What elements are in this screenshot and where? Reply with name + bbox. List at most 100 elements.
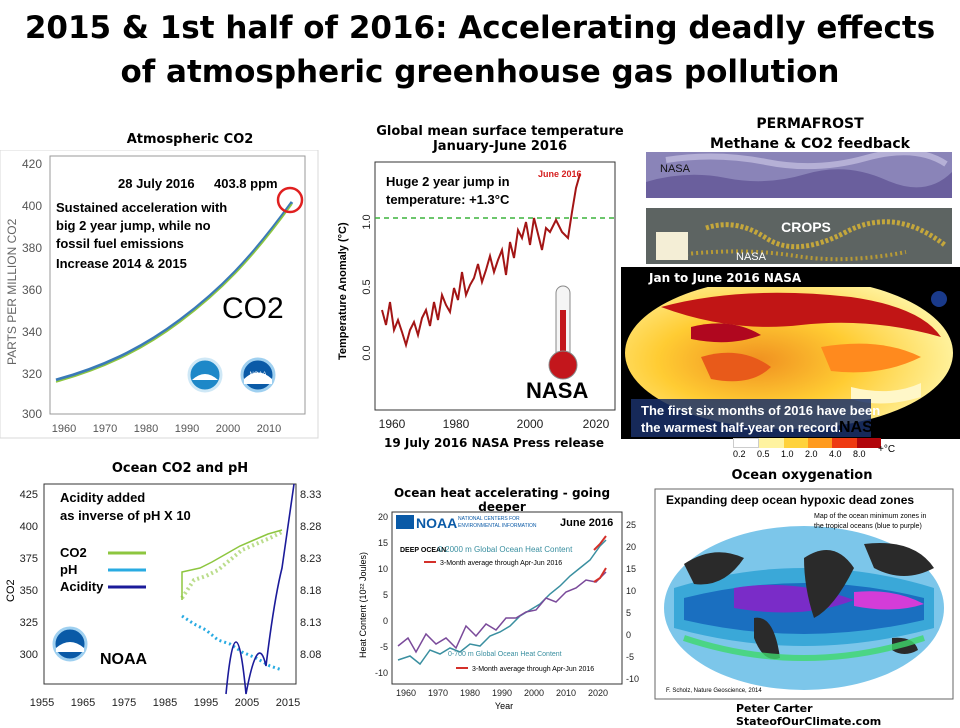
noaa-logo-icon: [396, 515, 414, 529]
heat-series1b-label: 3-Month average through Apr-Jun 2016: [440, 560, 562, 567]
permafrost-title-line2: Methane & CO2 feedback: [710, 136, 910, 152]
heat-ytick: 10: [378, 564, 388, 574]
temp-ylabel: Temperature Anomaly (°C): [337, 222, 349, 360]
ph-xtick: 1965: [71, 697, 95, 709]
heat-ytick-right: 20: [626, 542, 636, 552]
temp-xtick: 1960: [379, 417, 406, 431]
acidity-series: [225, 483, 295, 695]
ph-right-ytick: 8.28: [300, 521, 321, 533]
scale-swatch: [783, 438, 808, 448]
ph-right-ytick: 8.08: [300, 649, 321, 661]
permafrost-map: NASA: [646, 152, 952, 198]
co2-ytick: 380: [22, 241, 42, 255]
page-title: 2015 & 1st half of 2016: Accelerating de…: [0, 6, 960, 94]
co2-chart: 420 400 380 360 340 320 300 1960 1970 19…: [0, 150, 319, 439]
temp-xtick: 2000: [517, 417, 544, 431]
crops-title: CROPS: [781, 219, 831, 235]
heat-ytick-right: 15: [626, 564, 636, 574]
heat-xtick: 1980: [460, 688, 480, 698]
heat-series2-label: 0-700 m Global Ocean Heat Content: [448, 651, 562, 658]
co2-series-line: [55, 201, 294, 382]
scale-label: 2.0: [805, 449, 818, 459]
ph-right-ytick: 8.23: [300, 553, 321, 565]
co2-xtick: 1990: [175, 423, 199, 435]
co2-ppm: 403.8 ppm: [214, 176, 278, 191]
heat-series1-label: 0-2000 m Global Ocean Heat Content: [438, 545, 573, 554]
co2-ytick: 340: [22, 325, 42, 339]
map-nasa: NASA: [839, 419, 885, 436]
heat-ytick-right: 5: [626, 608, 631, 618]
temp-note-line: temperature: +1.3°C: [386, 192, 510, 207]
scale-label: 0.5: [757, 449, 770, 459]
heat-0-700-series: [397, 571, 607, 654]
noaa-logo-text: NOAA: [249, 372, 266, 378]
heat-ytick: 20: [378, 512, 388, 522]
heat-ytick-right: -5: [626, 652, 634, 662]
heat-ytick-right: 10: [626, 586, 636, 596]
ocean-ph-chart: 425 400 375 350 325 300 8.33 8.28 8.23 8…: [5, 483, 321, 709]
noaa-logo-1: [187, 357, 223, 393]
heat-3mo-line-2: [593, 567, 607, 583]
temp-panel-label: Global mean surface temperature January-…: [360, 124, 640, 154]
heat-series2b-label: 3-Month average through Apr-Jun 2016: [472, 666, 594, 673]
co2-ytick: 320: [22, 367, 42, 381]
co2-note-line: Sustained acceleration with: [56, 200, 227, 215]
ph-xtick: 1995: [194, 697, 218, 709]
ph-left-ytick: 375: [20, 553, 38, 565]
co2-xtick: 1970: [93, 423, 117, 435]
ph-left-ytick: 300: [20, 649, 38, 661]
ocean-ph-label: Ocean CO2 and pH: [111, 461, 249, 476]
co2-xtick: 2010: [257, 423, 281, 435]
heat-noaa-line2: ENVIRONMENTAL INFORMATION: [458, 523, 537, 529]
co2-note-line: fossil fuel emissions: [56, 236, 184, 251]
title-line-2: of atmospheric greenhouse gas pollution: [120, 54, 840, 90]
crops-map: CROPS NASA: [646, 208, 952, 264]
temp-chart: 1.0 0.5 0.0 Temperature Anomaly (°C) 196…: [337, 161, 616, 431]
permafrost-nasa: NASA: [660, 163, 691, 175]
heat-ytick-right: -10: [626, 674, 639, 684]
temp-footer: 19 July 2016 NASA Press release: [384, 436, 605, 450]
co2-big-label: CO2: [222, 292, 284, 325]
co2-ytick: 300: [22, 407, 42, 421]
temp-agency: NASA: [526, 378, 588, 403]
scale-label: 8.0: [853, 449, 866, 459]
co2-highlight-circle: [276, 186, 304, 214]
temp-xtick: 1980: [443, 417, 470, 431]
heat-noaa: NOAA: [416, 515, 457, 531]
heat-noaa-line1: NATIONAL CENTERS FOR: [458, 516, 520, 522]
temp-ytick: 1.0: [361, 214, 373, 229]
temp-label-line1: Global mean surface temperature: [376, 124, 624, 139]
map-caption-line2: the warmest half-year on record.: [641, 420, 842, 435]
ph-xtick: 1985: [153, 697, 177, 709]
co2-xtick: 2000: [216, 423, 240, 435]
co2-series-trend: [55, 203, 293, 383]
temp-note-line: Huge 2 year jump in: [386, 174, 510, 189]
heat-ytick: 15: [378, 538, 388, 548]
ph-note-line1: Acidity added: [60, 490, 145, 505]
ocean-heat-label: Ocean heat accelerating - going deeper: [393, 486, 611, 514]
co2-xtick: 1960: [52, 423, 76, 435]
heat-june: June 2016: [560, 517, 613, 529]
temp-ytick: 0.5: [361, 279, 373, 294]
heat-xlabel: Year: [495, 701, 513, 711]
legend-acidity: Acidity: [60, 579, 104, 594]
temp-label-line2: January-June 2016: [432, 139, 568, 154]
permafrost-title-line1: PERMAFROST: [756, 116, 864, 132]
heat-ytick: -10: [375, 668, 388, 678]
oxygen-note-line1: Map of the ocean minimum zones in: [814, 513, 927, 520]
footer-credit: Peter Carter StateofOurClimate.com: [736, 702, 882, 728]
scale-swatch: [733, 438, 760, 448]
ph-left-ytick: 350: [20, 585, 38, 597]
ph-xtick: 2005: [235, 697, 259, 709]
crops-icon: [656, 232, 688, 260]
ph-xtick: 1955: [30, 697, 54, 709]
oxygen-label: Ocean oxygenation: [731, 468, 873, 483]
heat-xtick: 2020: [588, 688, 608, 698]
scale-unit: +°C: [878, 444, 896, 455]
heat-xtick: 1990: [492, 688, 512, 698]
co2-series: [181, 529, 283, 600]
co2-ylabel: PARTS PER MILLION CO2: [5, 218, 19, 365]
heat-ylabel: Heat Content (10²² Joules): [358, 552, 368, 658]
co2-note-line: Increase 2014 & 2015: [56, 256, 187, 271]
map-header: Jan to June 2016 NASA: [649, 271, 802, 285]
